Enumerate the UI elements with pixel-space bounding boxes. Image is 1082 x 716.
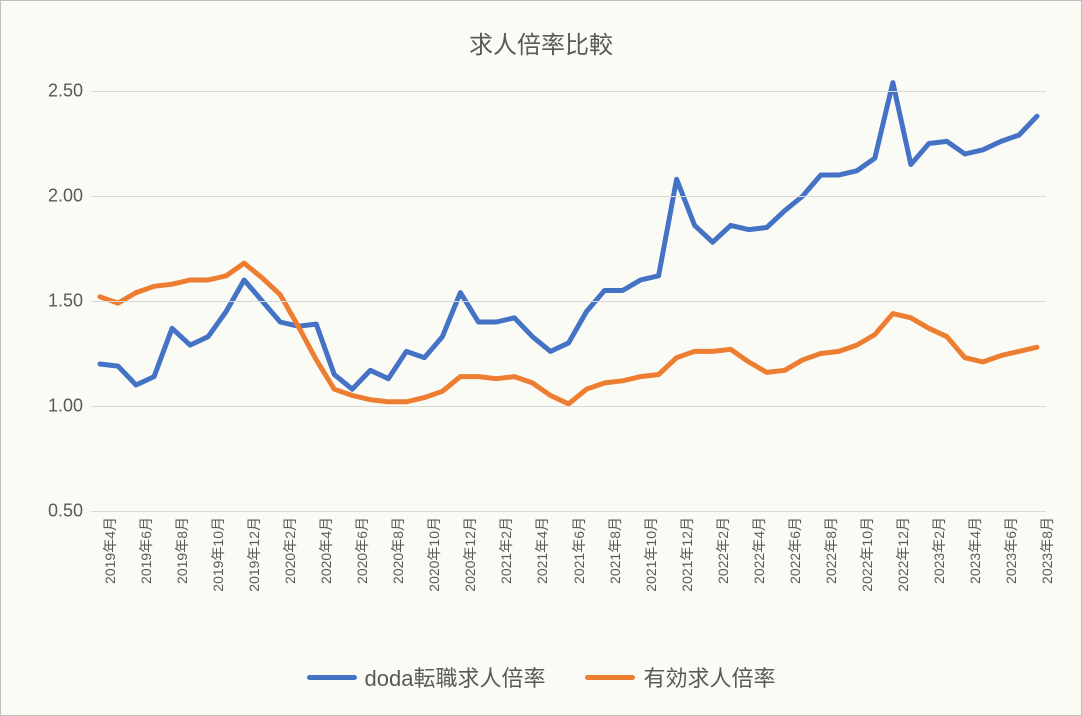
legend-swatch-doda [307, 675, 357, 680]
x-tick-label: 2022年12月 [893, 517, 913, 592]
x-tick-label: 2020年2月 [280, 517, 300, 584]
legend-label-doda: doda転職求人倍率 [365, 661, 546, 693]
x-tick-label: 2022年4月 [749, 517, 769, 584]
legend-item-yuko: 有効求人倍率 [585, 661, 775, 693]
x-tick-label: 2022年6月 [785, 517, 805, 584]
y-tick-label: 1.00 [48, 396, 83, 417]
x-tick-label: 2023年8月 [1037, 517, 1057, 584]
x-tick-label: 2019年6月 [136, 517, 156, 584]
gridline [91, 196, 1046, 197]
gridline [91, 406, 1046, 407]
x-tick-label: 2022年10月 [857, 517, 877, 592]
legend-swatch-yuko [585, 675, 635, 680]
x-axis: 2019年4月 2019年6月 2019年8月 2019年10月 2019年12月 202… [91, 517, 1046, 657]
x-tick-label: 2021年10月 [641, 517, 661, 592]
y-tick-label: 2.00 [48, 186, 83, 207]
x-tick-label: 2020年6月 [352, 517, 372, 584]
legend-item-doda: doda転職求人倍率 [307, 661, 546, 693]
y-tick-label: 2.50 [48, 81, 83, 102]
x-tick-label: 2019年8月 [172, 517, 192, 584]
x-tick-label: 2019年12月 [244, 517, 264, 592]
legend-label-yuko: 有効求人倍率 [643, 661, 775, 693]
x-tick-label: 2020年4月 [316, 517, 336, 584]
x-tick-label: 2021年6月 [569, 517, 589, 584]
x-tick-label: 2022年2月 [713, 517, 733, 584]
chart-container: 求人倍率比較 0.501.001.502.002.50 2019年4月2019年… [0, 0, 1082, 716]
series-line [100, 83, 1037, 390]
y-axis: 0.501.001.502.002.50 [1, 91, 91, 511]
x-tick-label: 2023年6月 [1001, 517, 1021, 584]
gridline [91, 301, 1046, 302]
x-tick-label: 2020年10月 [424, 517, 444, 592]
x-tick-label: 2021年2月 [496, 517, 516, 584]
x-tick-label: 2019年4月 [100, 517, 120, 584]
legend: doda転職求人倍率 有効求人倍率 [1, 661, 1081, 693]
x-tick-label: 2023年4月 [965, 517, 985, 584]
x-tick-label: 2021年8月 [605, 517, 625, 584]
chart-title: 求人倍率比較 [1, 25, 1081, 60]
gridline [91, 511, 1046, 512]
x-tick-label: 2020年8月 [388, 517, 408, 584]
y-tick-label: 0.50 [48, 501, 83, 522]
x-tick-label: 2021年12月 [677, 517, 697, 592]
x-tick-label: 2019年10月 [208, 517, 228, 592]
y-tick-label: 1.50 [48, 291, 83, 312]
plot-area [91, 91, 1046, 512]
gridline [91, 91, 1046, 92]
x-tick-label: 2021年4月 [532, 517, 552, 584]
x-tick-label: 2022年8月 [821, 517, 841, 584]
x-tick-label: 2020年12月 [460, 517, 480, 592]
x-tick-label: 2023年2月 [929, 517, 949, 584]
